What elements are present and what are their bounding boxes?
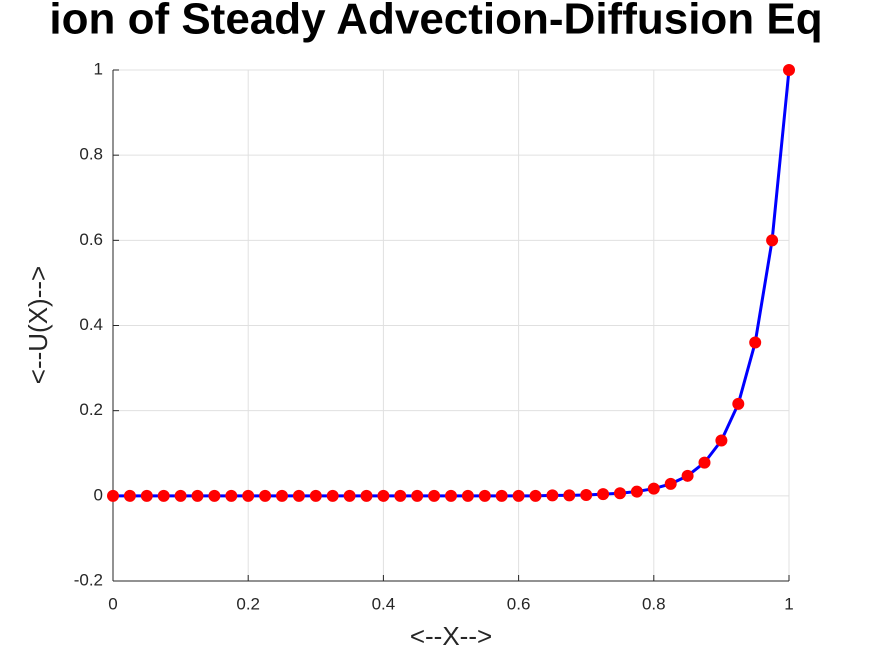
x-axis-label: <--X--> — [410, 621, 492, 651]
data-point — [495, 489, 508, 502]
data-point — [614, 487, 626, 500]
y-tick-label: 0.2 — [79, 400, 103, 419]
x-tick-label: 0.4 — [372, 594, 396, 613]
data-point — [428, 489, 441, 502]
data-point — [360, 489, 373, 502]
x-tick-label: 0.6 — [507, 594, 531, 613]
data-point — [157, 489, 170, 502]
data-point — [445, 489, 457, 502]
data-point — [529, 489, 542, 502]
data-point — [191, 489, 204, 502]
data-point — [478, 489, 491, 502]
y-tick-label: 1 — [94, 59, 103, 78]
data-point — [411, 489, 424, 502]
data-point — [749, 336, 762, 349]
x-tick-label: 0.2 — [236, 594, 260, 613]
data-point — [225, 489, 238, 502]
data-point — [174, 489, 187, 502]
data-point — [664, 477, 677, 490]
data-point — [647, 482, 660, 495]
data-point — [766, 234, 779, 247]
data-point — [394, 489, 407, 502]
data-point — [326, 489, 339, 502]
data-point — [309, 489, 322, 502]
x-tick-label: 0 — [108, 594, 117, 613]
data-point — [715, 434, 728, 447]
y-tick-label: 0.4 — [79, 315, 103, 334]
data-point — [107, 489, 119, 502]
data-point — [276, 489, 288, 502]
chart-title: ion of Steady Advection-Diffusion Eq — [49, 0, 822, 44]
data-point — [580, 488, 593, 501]
x-tick-label: 0.8 — [642, 594, 666, 613]
data-point — [512, 489, 525, 502]
data-point — [259, 489, 272, 502]
x-tick-label: 1 — [784, 594, 793, 613]
data-point — [208, 489, 221, 502]
data-line — [113, 69, 791, 498]
y-tick-label: 0.6 — [79, 230, 103, 249]
data-point — [630, 485, 643, 498]
data-point — [140, 489, 153, 502]
data-point — [343, 489, 356, 502]
data-point — [681, 469, 694, 482]
data-point — [783, 64, 795, 76]
data-point — [732, 397, 745, 410]
y-tick-label: -0.2 — [74, 570, 103, 589]
y-tick-label: 0.8 — [79, 145, 103, 164]
data-point — [597, 488, 610, 501]
data-point — [563, 489, 576, 502]
data-point — [123, 489, 136, 502]
y-axis-label: <--U(X)--> — [23, 266, 53, 384]
data-point — [546, 489, 559, 502]
data-point — [461, 489, 474, 502]
y-tick-label: 0 — [94, 485, 103, 504]
data-point — [292, 489, 305, 502]
data-point — [242, 489, 255, 502]
data-point — [698, 456, 711, 469]
data-point — [377, 489, 390, 502]
